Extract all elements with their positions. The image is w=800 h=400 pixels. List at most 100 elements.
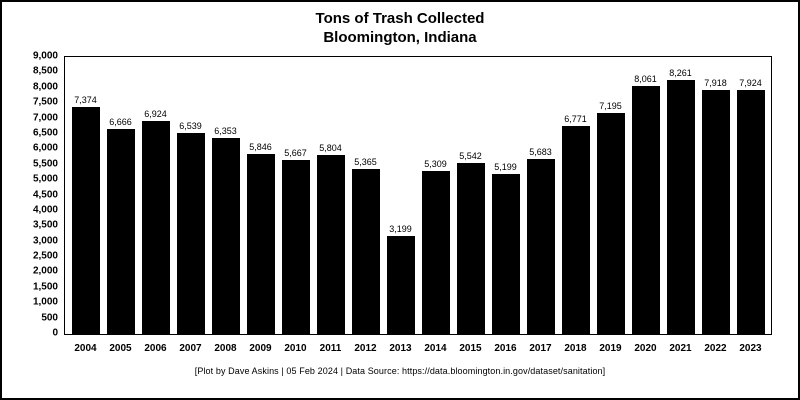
footer-caption: [Plot by Dave Askins | 05 Feb 2024 | Dat… [194, 366, 606, 376]
bar-slot: 8,261 [663, 68, 698, 334]
x-axis-labels: 2004 2005 2006 2007 2008 2009 2010 2011 2012 2013… [68, 343, 768, 354]
chart-title-line2: Bloomington, Indiana [323, 29, 477, 46]
y-tick-label: 5,000 [32, 173, 58, 185]
bar [176, 132, 205, 334]
y-tick-label: 6,000 [32, 142, 58, 154]
chart-title: Tons of Trash Collected Bloomington, Ind… [2, 9, 798, 47]
y-tick-label: 5,500 [32, 158, 58, 170]
bar-slot: 5,804 [313, 143, 348, 334]
bar-slot: 5,846 [243, 142, 278, 334]
bar-slot: 5,199 [488, 162, 523, 334]
bar-value-label: 7,374 [74, 95, 97, 106]
y-tick-label: 3,500 [32, 219, 58, 231]
x-tick-label: 2019 [599, 343, 622, 354]
bar-slot: 5,667 [278, 148, 313, 334]
x-tick-label: 2007 [179, 343, 202, 354]
bar-value-label: 6,771 [564, 113, 587, 124]
y-tick-label: 8,500 [32, 65, 58, 77]
bar-value-label: 8,261 [669, 67, 692, 78]
bar-value-label: 7,918 [704, 78, 727, 89]
bar [141, 120, 170, 334]
y-tick-label: 2,000 [32, 265, 58, 277]
bar-slot: 8,061 [628, 74, 663, 334]
bar [491, 174, 520, 334]
x-tick-label: 2004 [74, 343, 97, 354]
bar-slot: 6,771 [558, 114, 593, 334]
y-axis: 9,000 8,500 8,000 7,500 7,000 6,500 6,000 5,500… [10, 51, 64, 339]
y-tick-label: 500 [41, 312, 58, 324]
y-tick-label: 1,500 [32, 281, 58, 293]
bar-value-label: 7,924 [739, 78, 762, 89]
y-tick-label: 1,000 [32, 296, 58, 308]
x-tick-label: 2016 [494, 343, 517, 354]
bar [526, 159, 555, 334]
bar [701, 90, 730, 334]
bar-slot: 7,374 [68, 95, 103, 334]
x-tick-label: 2008 [214, 343, 237, 354]
bar-slot: 3,199 [383, 224, 418, 334]
bar [456, 163, 485, 334]
bar-slot: 6,353 [208, 126, 243, 334]
y-tick-label: 9,000 [32, 50, 58, 62]
bar [386, 235, 415, 334]
bar-slot: 5,683 [523, 147, 558, 334]
bar [666, 79, 695, 334]
bar-value-label: 6,353 [214, 126, 237, 137]
bar [211, 138, 240, 334]
x-tick-label: 2015 [459, 343, 482, 354]
bar [71, 107, 100, 334]
bar [596, 112, 625, 334]
y-tick-label: 8,000 [32, 81, 58, 93]
x-tick-label: 2009 [249, 343, 272, 354]
bar-value-label: 5,667 [284, 147, 307, 158]
bar [316, 155, 345, 334]
bar-value-label: 5,365 [354, 156, 377, 167]
x-tick-label: 2006 [144, 343, 167, 354]
plot-area: 7,374 6,666 6,924 6,539 6,353 5,846 5,667 5,804… [64, 56, 772, 335]
bar-value-label: 3,199 [389, 223, 412, 234]
bar-value-label: 5,199 [494, 162, 517, 172]
bar [421, 170, 450, 334]
bar-value-label: 5,309 [424, 158, 447, 169]
bar-slot: 7,918 [698, 78, 733, 334]
y-tick-label: 7,500 [32, 96, 58, 108]
bar [631, 85, 660, 334]
y-tick-label: 4,000 [32, 204, 58, 216]
x-tick-label: 2023 [739, 343, 762, 354]
bar-value-label: 6,666 [109, 116, 132, 127]
bar-slot: 7,195 [593, 101, 628, 334]
bar-slot: 6,539 [173, 121, 208, 334]
bar [281, 159, 310, 334]
bar-value-label: 5,683 [529, 147, 552, 158]
bar-value-label: 5,846 [249, 142, 272, 153]
y-tick-label: 6,500 [32, 127, 58, 139]
bar-value-label: 6,539 [179, 120, 202, 131]
bar-value-label: 8,061 [634, 73, 657, 84]
bar-slot: 5,309 [418, 159, 453, 334]
bar-value-label: 5,542 [459, 151, 482, 162]
chart-area: 9,000 8,500 8,000 7,500 7,000 6,500 6,000 5,500… [10, 51, 772, 339]
x-tick-label: 2014 [424, 343, 447, 354]
x-tick-label: 2010 [284, 343, 307, 354]
bar-value-label: 6,924 [144, 108, 167, 119]
y-tick-label: 2,500 [32, 250, 58, 262]
x-tick-label: 2005 [109, 343, 132, 354]
x-tick-label: 2021 [669, 343, 692, 354]
bars-container: 7,374 6,666 6,924 6,539 6,353 5,846 5,667 5,804… [68, 57, 768, 334]
y-tick-label: 0 [52, 327, 58, 339]
y-tick-label: 4,500 [32, 189, 58, 200]
bar [246, 154, 275, 334]
y-tick-label: 7,000 [32, 112, 58, 124]
x-tick-label: 2012 [354, 343, 377, 354]
bar-value-label: 5,804 [319, 143, 342, 154]
bar [106, 128, 135, 334]
bar [351, 168, 380, 334]
bar [736, 90, 765, 334]
bar-slot: 5,542 [453, 151, 488, 334]
bar-value-label: 7,195 [599, 100, 622, 111]
bar [561, 125, 590, 334]
bar-slot: 6,924 [138, 109, 173, 334]
x-tick-label: 2020 [634, 343, 657, 354]
y-tick-label: 3,000 [32, 235, 58, 247]
bar-slot: 7,924 [733, 78, 768, 334]
